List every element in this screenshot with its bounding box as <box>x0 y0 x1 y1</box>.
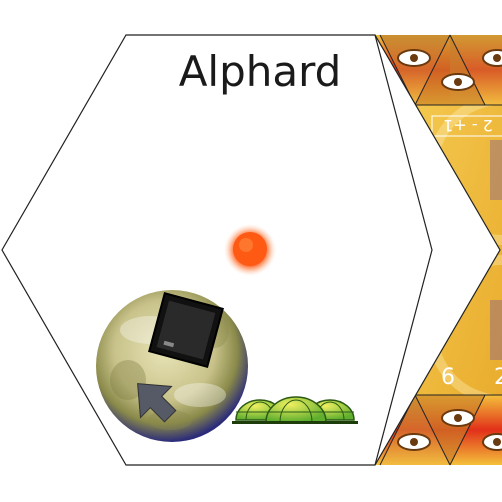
system-name: Alphard <box>179 47 342 96</box>
neighbor-token-value: 6 <box>441 365 455 390</box>
dome-base <box>232 421 358 424</box>
eye-icon <box>441 409 475 427</box>
eye-icon <box>397 49 431 67</box>
production-arrow-icon <box>137 383 177 423</box>
neighbor-token-value-cut: 2 <box>494 365 502 390</box>
eye-icon <box>397 433 431 451</box>
planet-marker-icon <box>148 292 224 368</box>
eye-icon <box>482 49 502 67</box>
neighbor-rule-text: 2 - +1 <box>431 115 502 137</box>
star-icon[interactable] <box>224 224 276 276</box>
eye-icon <box>482 433 502 451</box>
dome-icon <box>265 396 327 423</box>
hex-edge-right <box>374 34 433 466</box>
eye-icon <box>441 73 475 91</box>
neighbor-rule-label: 2 - +1 <box>443 116 493 135</box>
planet-icon[interactable] <box>96 290 248 442</box>
